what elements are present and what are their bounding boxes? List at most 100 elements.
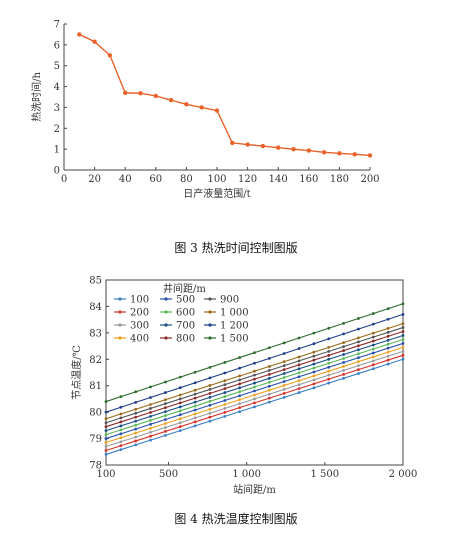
data-point [327, 357, 331, 361]
data-point [164, 418, 167, 421]
data-point [119, 436, 123, 440]
data-point [164, 414, 167, 417]
data-point [253, 381, 256, 385]
axis-ticks: 100 500 1 000 1 500 2 000 78 79 80 81 82 83 84 85 [89, 276, 417, 481]
data-point [321, 150, 327, 155]
data-point [199, 105, 204, 110]
data-point [401, 353, 405, 357]
data-point [357, 348, 360, 352]
legend-label: 1 000 [220, 308, 249, 319]
data-point [386, 354, 390, 358]
data-point [119, 428, 123, 432]
data-point [164, 422, 167, 425]
legend-marker [118, 297, 122, 301]
data-point [134, 419, 138, 423]
data-point [253, 401, 256, 405]
data-point [193, 370, 197, 374]
data-point [223, 361, 227, 364]
data-point [134, 407, 138, 411]
data-point [168, 97, 174, 103]
data-point [386, 346, 390, 350]
data-point [267, 380, 271, 384]
data-point [401, 302, 405, 306]
x-tick-label: 60 [149, 174, 162, 185]
data-point [149, 418, 152, 422]
data-point [401, 345, 405, 349]
data-point [267, 368, 271, 372]
data-point [238, 386, 242, 390]
data-point [253, 369, 256, 373]
x-tick-label: 2 000 [389, 469, 418, 480]
data-point [119, 440, 123, 444]
data-point [253, 397, 256, 401]
x-axis-label: 日产液量范围/t [183, 187, 250, 200]
data-point [223, 371, 227, 375]
data-point [149, 396, 152, 399]
legend-item: 800 [160, 334, 195, 345]
data-point [193, 408, 197, 412]
legend-item: 1 200 [204, 321, 249, 332]
data-point [253, 385, 256, 389]
x-tick-label: 120 [238, 174, 257, 185]
data-point [342, 376, 345, 380]
data-point [238, 378, 242, 382]
y-tick-label: 83 [89, 328, 102, 339]
data-point [178, 425, 182, 429]
data-point [119, 424, 123, 428]
data-point [401, 338, 405, 341]
data-point [223, 379, 227, 383]
chart-heat-wash-time: 0 20 40 60 80 100 120 140 160 180 200 0 1 2 3 4 5 6 7 日产液量… [30, 20, 380, 256]
data-point [208, 365, 212, 369]
data-point [223, 403, 227, 406]
data-point [282, 395, 286, 399]
legend-item: 1 000 [204, 308, 249, 319]
data-point [193, 392, 197, 396]
data-point [267, 356, 271, 360]
data-point [208, 415, 212, 419]
data-point [238, 366, 242, 370]
legend-label: 200 [130, 308, 149, 319]
data-point [193, 400, 197, 404]
data-point [386, 362, 390, 366]
x-tick-label: 20 [88, 174, 101, 185]
data-point [297, 355, 301, 359]
data-point [342, 361, 345, 364]
data-point [386, 307, 390, 311]
data-point [178, 421, 182, 425]
legend-marker [164, 297, 168, 301]
data-point [164, 410, 167, 414]
data-point [306, 148, 311, 153]
legend-label: 700 [176, 321, 195, 332]
data-point [312, 358, 316, 362]
legend-label: 1 200 [220, 321, 249, 332]
data-point [352, 152, 357, 157]
data-point [245, 142, 250, 147]
x-tick-label: 160 [299, 174, 318, 185]
data-point [223, 407, 227, 410]
data-point [223, 399, 227, 402]
axis-ticks: 0 20 40 60 80 100 120 140 160 180 200 0 1 2 3 4 5 6 7 [54, 20, 380, 186]
data-point [401, 342, 405, 345]
legend-marker [208, 336, 212, 340]
data-point [104, 425, 108, 429]
data-point [342, 353, 345, 356]
data-point [267, 400, 271, 404]
data-point [357, 368, 360, 371]
data-point [238, 382, 242, 386]
legend-marker [118, 336, 122, 340]
data-point [193, 396, 197, 400]
legend-label: 100 [130, 295, 149, 306]
data-point [312, 342, 316, 346]
data-point [297, 379, 301, 383]
y-tick-label: 85 [89, 276, 102, 287]
y-tick-label: 81 [89, 381, 102, 392]
data-point [193, 388, 197, 392]
data-point [327, 349, 331, 353]
data-point [223, 411, 227, 414]
data-point [178, 397, 182, 401]
data-point [104, 445, 108, 448]
data-point [238, 356, 242, 359]
data-point [386, 358, 390, 362]
legend-marker [118, 323, 122, 327]
